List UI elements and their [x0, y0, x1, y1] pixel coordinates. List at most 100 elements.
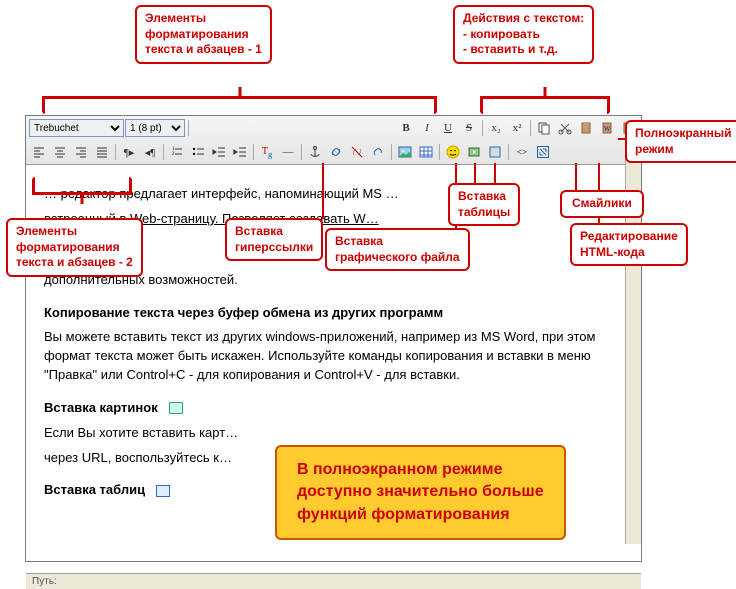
align-left-icon [32, 145, 46, 159]
underline-button[interactable]: U [438, 118, 458, 138]
link2-button[interactable] [368, 142, 388, 162]
brace-format-1 [42, 96, 437, 119]
annotation-format-2: Элементыформатированиятекста и абзацев -… [6, 218, 143, 277]
media-icon [467, 145, 481, 159]
link-icon [329, 145, 343, 159]
font-family-select[interactable]: Trebuchet [29, 119, 124, 137]
ltr-button[interactable]: ¶▸ [119, 142, 139, 162]
font-size-select[interactable]: 1 (8 pt) [125, 119, 185, 137]
annotation-smileys: Смайлики [560, 190, 644, 218]
annotation-html: РедактированиеHTML-кода [570, 223, 688, 266]
paste-word-button[interactable]: W [597, 118, 617, 138]
connector [322, 163, 324, 219]
indent-button[interactable] [230, 142, 250, 162]
align-center-button[interactable] [50, 142, 70, 162]
ordered-list-button[interactable]: 12 [167, 142, 187, 162]
indent-icon [233, 145, 247, 159]
align-justify-button[interactable] [92, 142, 112, 162]
scissors-icon [558, 121, 572, 135]
body-text: Если Вы хотите вставить карт… [44, 424, 623, 443]
cut-button[interactable] [555, 118, 575, 138]
link-button[interactable] [326, 142, 346, 162]
separator [188, 120, 189, 136]
media-button[interactable] [464, 142, 484, 162]
connector [575, 163, 577, 191]
connector [474, 163, 476, 185]
smiley-icon [446, 145, 460, 159]
callout-text: В полноэкранном режимедоступно значитель… [297, 461, 544, 523]
hr-button[interactable]: — [278, 142, 298, 162]
connector [494, 163, 496, 185]
heading: Вставка картинок [44, 399, 623, 418]
brace-actions [480, 96, 610, 119]
paste-word-icon: W [600, 121, 614, 135]
anchor-icon [308, 145, 322, 159]
unlink-icon [350, 145, 364, 159]
body-text: Вы можете вставить текст из других windo… [44, 328, 623, 385]
fullscreen-icon [536, 145, 550, 159]
unlink-button[interactable] [347, 142, 367, 162]
separator [163, 144, 164, 160]
status-path: Путь: [32, 576, 57, 587]
annotation-text: Смайлики [572, 196, 632, 210]
paste-button[interactable] [576, 118, 596, 138]
annotation-text: Вставкатаблицы [458, 189, 510, 219]
link-icon [371, 145, 385, 159]
emoticon-button[interactable] [443, 142, 463, 162]
italic-button[interactable]: I [417, 118, 437, 138]
annotation-text: Вставкаграфического файла [335, 234, 460, 264]
align-justify-icon [95, 145, 109, 159]
subscript-button[interactable]: x₂ [486, 118, 506, 138]
annotation-image: Вставкаграфического файла [325, 228, 470, 271]
align-right-button[interactable] [71, 142, 91, 162]
outdent-icon [212, 145, 226, 159]
svg-text:2: 2 [172, 152, 175, 157]
separator [301, 144, 302, 160]
toolbar: Trebuchet 1 (8 pt) B I U S x₂ x² W T [26, 116, 641, 165]
brace-format-2 [32, 172, 132, 195]
anchor-button[interactable] [305, 142, 325, 162]
separator [115, 144, 116, 160]
annotation-text: РедактированиеHTML-кода [580, 229, 678, 259]
rtl-button[interactable]: ◂¶ [140, 142, 160, 162]
annotation-fullscreen: Полноэкранныйрежим [625, 120, 736, 163]
separator [482, 120, 483, 136]
heading: Копирование текста через буфер обмена из… [44, 304, 623, 323]
picture-icon [488, 145, 502, 159]
separator [508, 144, 509, 160]
annotation-text: Вставкагиперссылки [235, 224, 313, 254]
image-button[interactable] [395, 142, 415, 162]
ol-icon: 12 [170, 145, 184, 159]
html-button[interactable]: <> [512, 142, 532, 162]
forecolor-button[interactable]: Tg [257, 142, 277, 162]
table-icon [419, 145, 433, 159]
superscript-button[interactable]: x² [507, 118, 527, 138]
annotation-format-1: Элементыформатированиятекста и абзацев -… [135, 5, 272, 64]
unordered-list-button[interactable] [188, 142, 208, 162]
special-char-button[interactable] [485, 142, 505, 162]
bold-button[interactable]: B [396, 118, 416, 138]
image-inline-icon [169, 402, 183, 414]
strike-button[interactable]: S [459, 118, 479, 138]
separator [253, 144, 254, 160]
svg-text:W: W [604, 125, 611, 133]
separator [530, 120, 531, 136]
align-center-icon [53, 145, 67, 159]
outdent-button[interactable] [209, 142, 229, 162]
fullscreen-button[interactable] [533, 142, 553, 162]
align-left-button[interactable] [29, 142, 49, 162]
ul-icon [191, 145, 205, 159]
separator [439, 144, 440, 160]
annotation-text: Элементыформатированиятекста и абзацев -… [145, 11, 262, 56]
callout-fullscreen-hint: В полноэкранном режимедоступно значитель… [275, 445, 566, 540]
annotation-table: Вставкатаблицы [448, 183, 520, 226]
table-inline-icon [156, 485, 170, 497]
annotation-text: Элементыформатированиятекста и абзацев -… [16, 224, 133, 269]
annotation-text-actions: Действия с текстом:- копировать- вставит… [453, 5, 594, 64]
copy-button[interactable] [534, 118, 554, 138]
annotation-text: Полноэкранныйрежим [635, 126, 731, 156]
status-bar: Путь: [26, 573, 641, 589]
separator [391, 144, 392, 160]
table-button[interactable] [416, 142, 436, 162]
align-right-icon [74, 145, 88, 159]
